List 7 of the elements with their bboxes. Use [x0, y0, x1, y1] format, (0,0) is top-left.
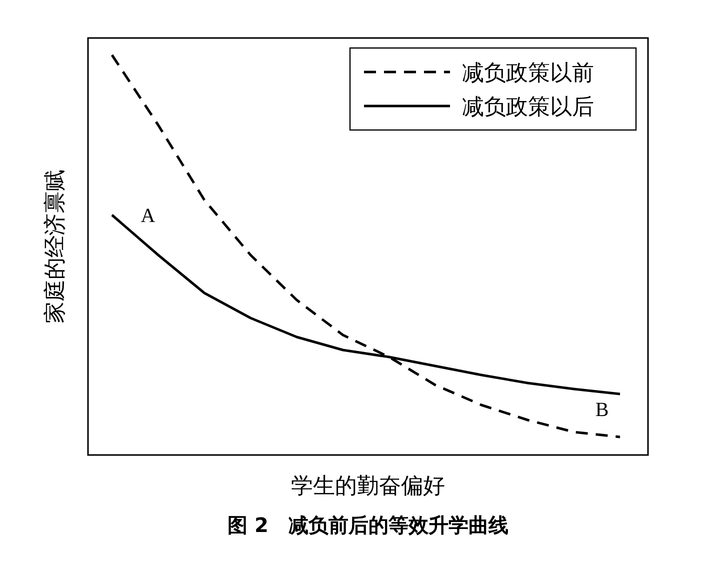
legend-label: 减负政策以后	[462, 94, 594, 119]
legend-label: 减负政策以前	[462, 60, 594, 85]
y-axis-title: 家庭的经济禀赋	[42, 170, 67, 324]
annotation: B	[595, 399, 609, 421]
x-axis-title: 学生的勤奋偏好	[291, 473, 445, 498]
text: 图 2 减负前后的等效升学曲线	[228, 513, 508, 537]
annotation: A	[140, 205, 156, 227]
